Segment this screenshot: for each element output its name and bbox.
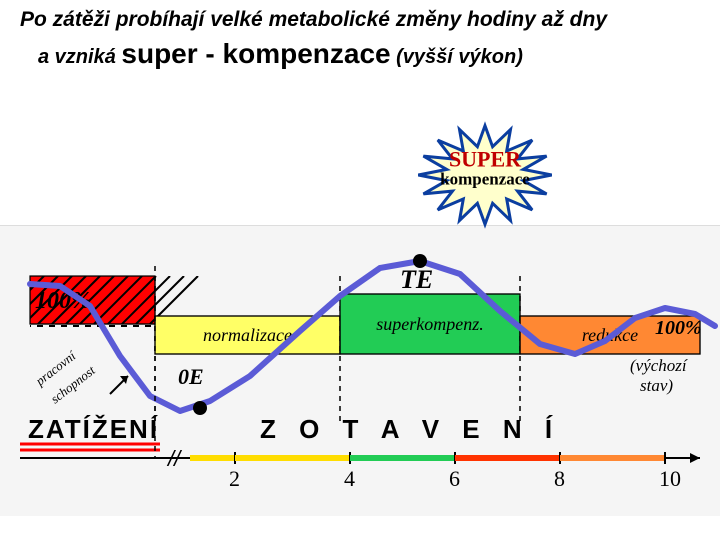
svg-text:10: 10 <box>659 466 681 491</box>
supercompensation-chart: normalizacesuperkompenz.redukce100%100%(… <box>0 225 720 516</box>
svg-text:0E: 0E <box>178 364 204 389</box>
svg-text:ZATÍŽENÍ: ZATÍŽENÍ <box>28 414 159 444</box>
title-line2-prefix: a vzniká <box>38 46 121 68</box>
svg-text:8: 8 <box>554 466 565 491</box>
super-burst: SUPER kompenzace <box>370 115 600 235</box>
svg-text:superkompenz.: superkompenz. <box>376 314 483 334</box>
svg-text:6: 6 <box>449 466 460 491</box>
svg-text:normalizace: normalizace <box>203 325 292 345</box>
svg-text:stav): stav) <box>640 376 673 395</box>
svg-text:2: 2 <box>229 466 240 491</box>
svg-text:Z O T A V E N Í: Z O T A V E N Í <box>260 414 560 444</box>
burst-line2: kompenzace <box>440 170 530 188</box>
svg-text:(výchozí: (výchozí <box>630 356 688 375</box>
title-line2: a vzniká super - kompenzace (vyšší výkon… <box>20 38 700 70</box>
svg-text:4: 4 <box>344 466 355 491</box>
svg-text:100%: 100% <box>655 317 702 339</box>
burst-label: SUPER kompenzace <box>440 147 530 188</box>
burst-line1: SUPER <box>440 147 530 170</box>
title-line2-super: super - kompenzace <box>121 38 390 69</box>
title-block: Po zátěži probíhají velké metabolické zm… <box>0 0 720 70</box>
chart-svg: normalizacesuperkompenz.redukce100%100%(… <box>0 226 720 516</box>
title-line1: Po zátěži probíhají velké metabolické zm… <box>20 8 700 32</box>
svg-text:TE: TE <box>400 265 433 294</box>
title-line2-suffix: (vyšší výkon) <box>391 46 523 68</box>
